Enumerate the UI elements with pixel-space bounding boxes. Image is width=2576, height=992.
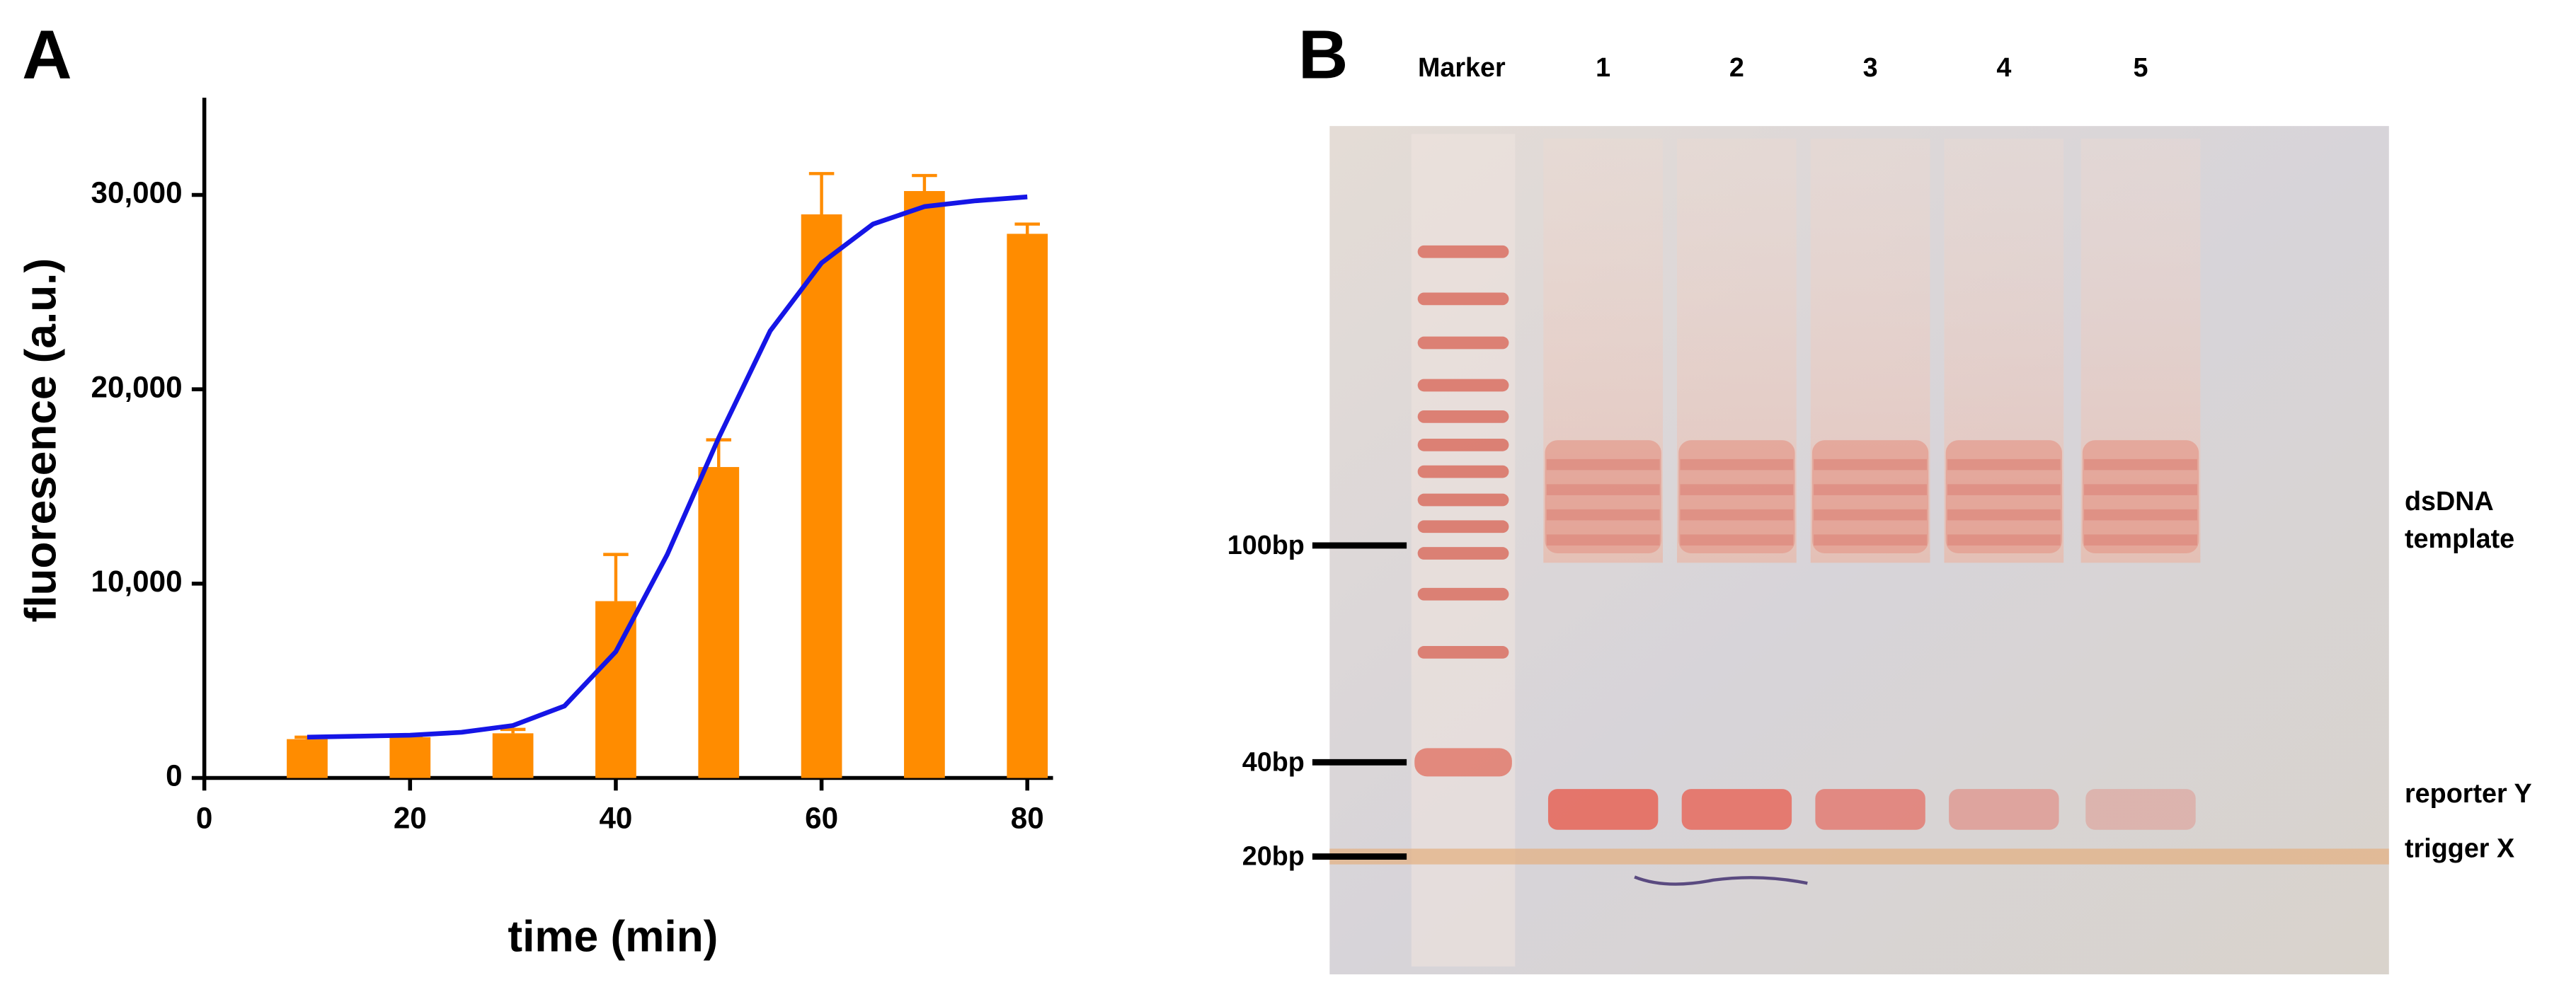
band-label: reporter Y xyxy=(2405,778,2532,808)
template-sub-band xyxy=(1680,509,1794,521)
template-sub-band xyxy=(1814,458,1928,471)
marker-band xyxy=(1417,646,1509,659)
lane-label: 1 xyxy=(1596,52,1610,82)
y-tick-label: 30,000 xyxy=(91,176,183,209)
reporter-band xyxy=(1949,789,2059,830)
y-tick-label: 10,000 xyxy=(91,565,183,598)
template-sub-band xyxy=(1546,458,1660,471)
x-tick-label: 60 xyxy=(805,802,838,835)
size-label: 20bp xyxy=(1242,841,1305,871)
trigger-band xyxy=(1329,848,2389,865)
template-band xyxy=(1678,440,1795,554)
lane-label: 2 xyxy=(1729,52,1744,82)
size-label: 100bp xyxy=(1227,530,1305,560)
band-label: dsDNA xyxy=(2405,486,2494,516)
template-sub-band xyxy=(1947,534,2061,546)
template-sub-band xyxy=(1680,534,1794,546)
lane-label: 5 xyxy=(2133,52,2148,82)
bar xyxy=(389,737,431,778)
x-tick-label: 20 xyxy=(394,802,427,835)
marker-label: Marker xyxy=(1418,52,1506,82)
lane-label: 3 xyxy=(1863,52,1878,82)
marker-band xyxy=(1417,336,1509,350)
template-sub-band xyxy=(2084,534,2197,546)
bar xyxy=(904,191,945,778)
x-tick-label: 0 xyxy=(196,802,212,835)
marker-band xyxy=(1417,292,1509,306)
bar xyxy=(287,739,328,778)
template-sub-band xyxy=(1814,534,1928,546)
fit-line xyxy=(307,194,1028,740)
bar xyxy=(1007,233,1048,778)
bar xyxy=(801,214,842,778)
error-bar xyxy=(500,727,526,734)
template-band xyxy=(1811,440,1929,554)
band-label: trigger X xyxy=(2405,834,2514,863)
panel-label: B xyxy=(1298,16,1349,93)
marker-band xyxy=(1414,748,1512,777)
error-bar xyxy=(912,173,937,192)
template-sub-band xyxy=(1814,484,1928,495)
marker-band xyxy=(1417,245,1509,258)
template-sub-band xyxy=(1947,484,2061,495)
reporter-band xyxy=(2085,789,2196,830)
template-sub-band xyxy=(1814,509,1928,521)
template-sub-band xyxy=(2084,458,2197,471)
x-tick-label: 40 xyxy=(599,802,632,835)
template-sub-band xyxy=(1546,509,1660,521)
error-bar xyxy=(603,553,629,601)
marker-band xyxy=(1417,587,1509,601)
template-sub-band xyxy=(1947,509,2061,521)
error-bar xyxy=(808,172,835,214)
marker-band xyxy=(1417,465,1509,478)
x-axis-label: time (min) xyxy=(508,913,718,962)
template-sub-band xyxy=(1947,458,2061,471)
template-sub-band xyxy=(1680,484,1794,495)
marker-band xyxy=(1417,438,1509,451)
marker-band xyxy=(1417,379,1509,392)
template-sub-band xyxy=(1546,534,1660,546)
marker-band xyxy=(1417,493,1509,507)
template-band xyxy=(1945,440,2062,554)
reporter-band xyxy=(1681,789,1792,830)
lane-label: 4 xyxy=(1996,52,2011,82)
y-axis-label: fluoresence (a.u.) xyxy=(17,258,66,623)
size-label: 40bp xyxy=(1242,747,1305,777)
template-sub-band xyxy=(2084,509,2197,521)
template-sub-band xyxy=(1680,458,1794,471)
y-tick-label: 20,000 xyxy=(91,370,183,403)
template-band xyxy=(1545,440,1661,554)
marker-bands xyxy=(1414,245,1512,777)
band-label: template xyxy=(2405,524,2514,553)
panel-label: A xyxy=(22,16,72,93)
template-sub-band xyxy=(2084,484,2197,495)
x-tick-label: 80 xyxy=(1011,802,1044,835)
bar xyxy=(698,467,740,778)
gel-scratch xyxy=(1634,875,1808,886)
lane-smears xyxy=(1543,138,2201,830)
gel-panel: B Marker 100bp 40bp 20bp dsDNA template … xyxy=(1227,16,2532,975)
bar xyxy=(492,733,534,778)
error-bar xyxy=(1014,222,1041,234)
marker-band xyxy=(1417,520,1509,534)
y-tick-label: 0 xyxy=(166,759,182,792)
reporter-band xyxy=(1815,789,1925,830)
template-band xyxy=(2082,440,2199,554)
reporter-band xyxy=(1547,789,1659,830)
marker-band xyxy=(1417,547,1509,560)
template-sub-band xyxy=(1546,484,1660,495)
marker-band xyxy=(1417,410,1509,423)
